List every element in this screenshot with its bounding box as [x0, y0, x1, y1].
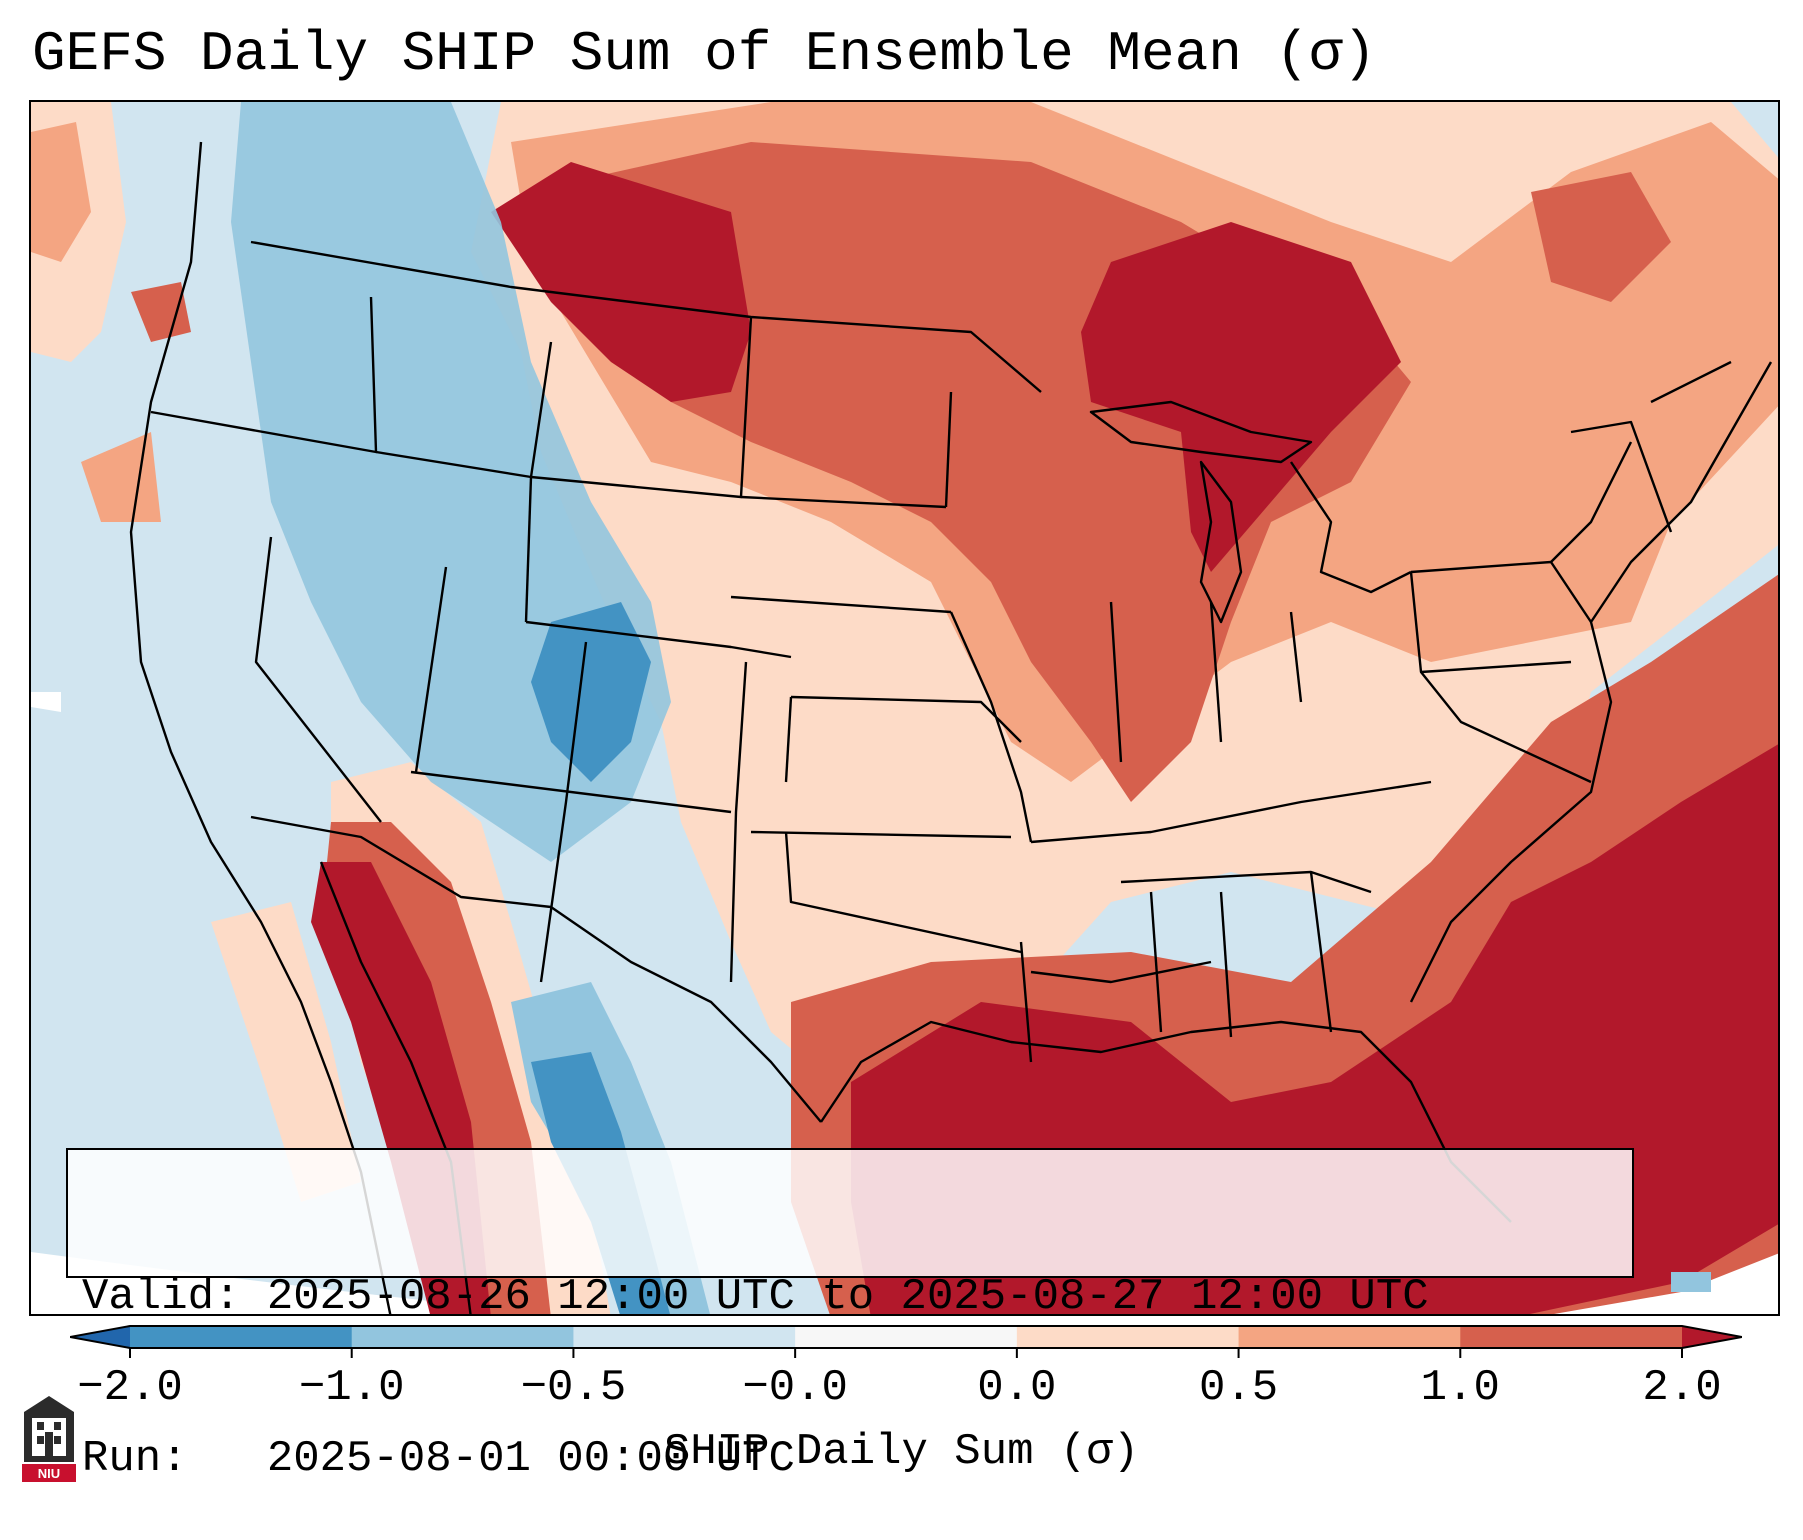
- atlantic-coast: [1409, 361, 1773, 1003]
- state-line: [1019, 941, 1033, 1063]
- valid-label: Valid:: [82, 1272, 241, 1322]
- projection-edge-bottom-right: [1553, 1253, 1778, 1314]
- colorbar-tick-label: 0.5: [1198, 1363, 1279, 1413]
- colorbar-tick-label: 1.0: [1420, 1363, 1500, 1413]
- coastline-west: [129, 141, 392, 1314]
- state-line: [414, 566, 448, 773]
- info-box: Valid: 2025-08-26 12:00 UTC to 2025-08-2…: [66, 1148, 1634, 1484]
- state-line: [1030, 780, 1432, 844]
- state-line: [944, 391, 953, 508]
- colorbar-tick-label: −2.0: [77, 1363, 183, 1413]
- chart-title: GEFS Daily SHIP Sum of Ensemble Mean (σ): [32, 22, 1377, 86]
- colorbar-bin: [1238, 1326, 1461, 1348]
- niu-logo-text: NIU: [38, 1466, 60, 1481]
- state-line: [1550, 441, 1633, 563]
- colorbar-bin: [1460, 1326, 1683, 1348]
- colorbar-tick-label: −0.0: [742, 1363, 848, 1413]
- colorbar-tick-label: 0.0: [977, 1363, 1057, 1413]
- state-line: [949, 611, 1033, 843]
- projection-edge-bottom-left: [31, 1252, 552, 1314]
- state-line: [740, 495, 947, 509]
- anomaly-region: [31, 122, 91, 262]
- state-line: [790, 695, 1022, 743]
- state-line: [1109, 601, 1123, 763]
- colorbar-extend-under: [70, 1326, 130, 1348]
- anomaly-region: [81, 432, 161, 522]
- colorbar-tick-label: −1.0: [298, 1363, 405, 1413]
- state-line: [1289, 611, 1303, 703]
- state-line: [730, 595, 952, 614]
- valid-row: Valid: 2025-08-26 12:00 UTC to 2025-08-2…: [82, 1270, 1618, 1324]
- anomaly-region: [531, 602, 651, 782]
- gulf-coast: [820, 1020, 1512, 1223]
- run-row: Run: 2025-08-01 00:00 UTC: [82, 1432, 1618, 1486]
- colorbar-tick-label: −0.5: [520, 1363, 627, 1413]
- colorbar-tick-label: 2.0: [1642, 1363, 1722, 1413]
- anomaly-region: [31, 692, 61, 712]
- state-line: [539, 641, 588, 983]
- anomaly-region: [1671, 1272, 1711, 1292]
- map-canvas: [31, 102, 1778, 1314]
- state-line: [1149, 891, 1163, 1033]
- state-line: [410, 770, 732, 814]
- state-line: [1219, 891, 1233, 1038]
- anomaly-region: [211, 902, 361, 1202]
- colorbar-bin: [351, 1326, 574, 1348]
- state-line: [729, 661, 748, 983]
- anomaly-region: [131, 282, 191, 342]
- run-label: Run:: [82, 1434, 188, 1484]
- colorbar-extend-over: [1682, 1326, 1742, 1348]
- run-value: 2025-08-01 00:00 UTC: [266, 1434, 795, 1484]
- valid-value: 2025-08-26 12:00 UTC to 2025-08-27 12:00…: [266, 1272, 1429, 1322]
- lake-michigan: [1199, 460, 1243, 624]
- colorbar: [70, 1325, 1742, 1358]
- state-line: [784, 696, 793, 783]
- lake-huron-erie: [1290, 461, 1412, 594]
- state-line: [750, 830, 1012, 839]
- colorbar-bin: [795, 1326, 1018, 1348]
- colorbar-bin: [1016, 1326, 1240, 1348]
- anomaly-region: [1081, 222, 1401, 572]
- lake-superior: [1089, 400, 1313, 464]
- state-line: [784, 831, 1022, 954]
- state-line: [1030, 960, 1212, 984]
- colorbar-bin: [573, 1326, 796, 1348]
- state-boundaries: [129, 141, 1773, 1314]
- state-line: [1650, 360, 1732, 404]
- anomaly-region: [1531, 172, 1671, 302]
- niu-logo-icon: NIU: [22, 1396, 76, 1482]
- map-panel: [29, 100, 1780, 1316]
- state-line: [1570, 420, 1673, 533]
- colorbar-label: SHIP Daily Sum (σ): [663, 1427, 1140, 1477]
- state-line: [254, 536, 382, 823]
- state-line: [1209, 601, 1223, 743]
- state-line: [525, 620, 792, 659]
- colorbar-bin: [130, 1326, 353, 1348]
- anomaly-region: [491, 162, 751, 402]
- state-line: [1309, 871, 1333, 1033]
- state-line: [1420, 671, 1592, 784]
- state-line: [524, 476, 533, 623]
- border-us-mexico: [250, 815, 822, 1123]
